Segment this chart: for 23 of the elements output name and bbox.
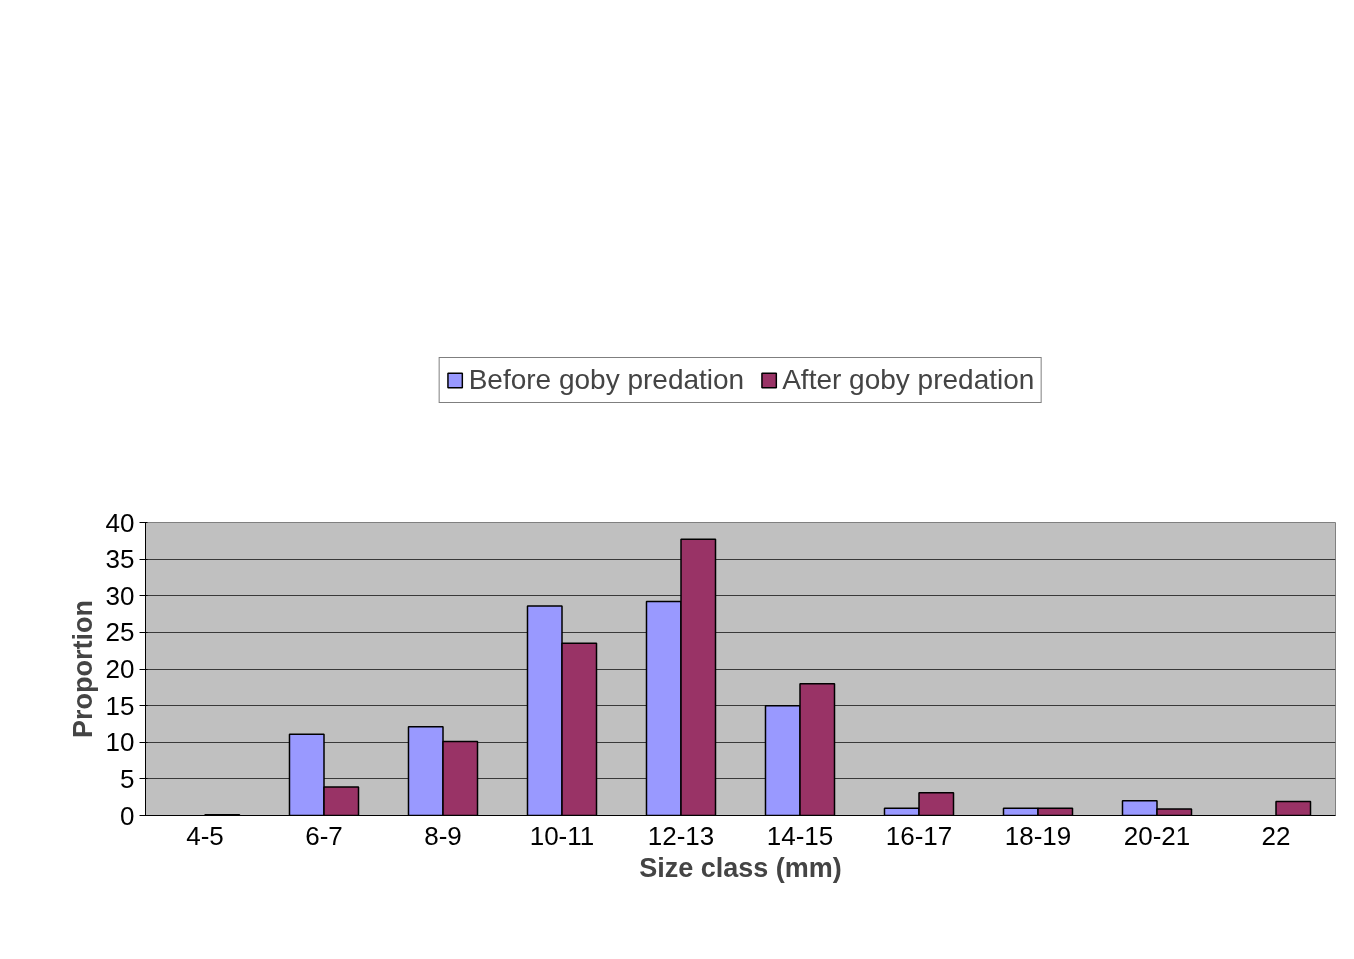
y-tick-label: 40 [105,507,135,538]
x-tick-label: 8-9 [424,820,462,851]
x-tick-label: 10-11 [529,820,595,851]
y-tick-label: 15 [105,690,135,721]
y-tick-label: 30 [105,580,135,611]
x-tick-label: 18-19 [1004,820,1072,851]
y-tick-label: 25 [105,617,135,648]
legend-label: Before goby predation [468,364,745,396]
y-tick-label: 35 [105,544,135,575]
x-tick-label: 4-5 [186,820,224,851]
x-tick-label: 20-21 [1123,820,1191,851]
x-tick-label: 12-13 [647,820,715,851]
x-tick-label: 22 [1261,820,1291,851]
legend-label: After goby predation [782,364,1035,396]
y-axis-title: Proportion [67,600,98,738]
y-tick-label: 20 [105,654,135,684]
x-axis-title: Size class (mm) [639,852,842,883]
y-tick-label: 0 [120,800,135,831]
x-tick-label: 14-15 [766,820,834,851]
y-tick-label: 5 [120,763,135,794]
x-tick-label: 16-17 [885,820,953,851]
y-tick-label: 10 [105,727,135,758]
x-tick-label: 6-7 [305,820,343,851]
